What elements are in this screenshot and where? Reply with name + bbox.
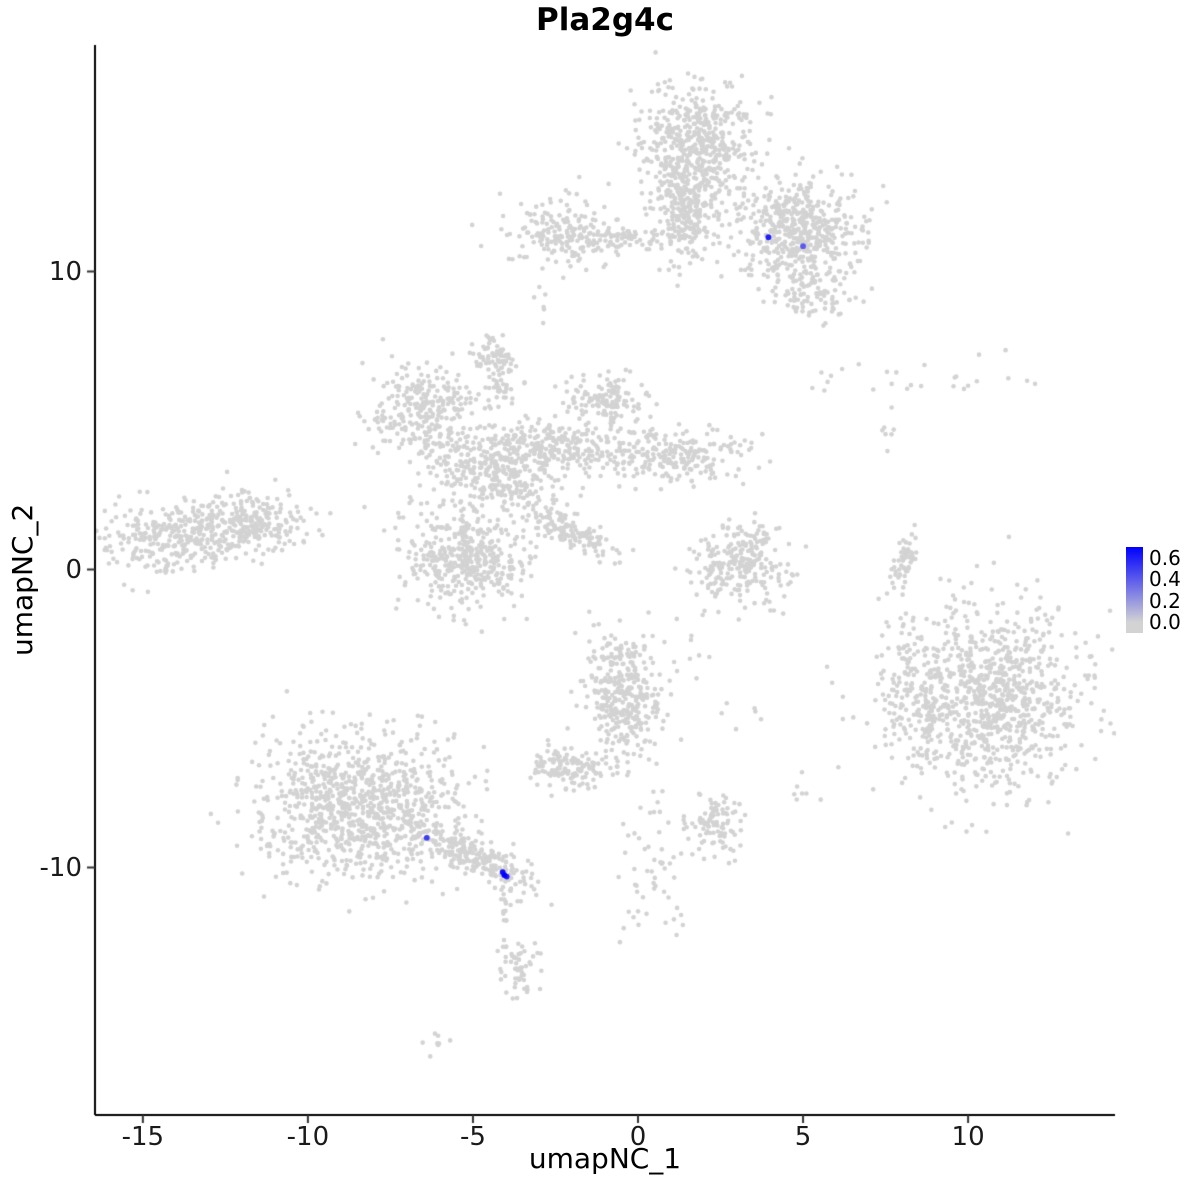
plot-title: Pla2g4c [536,2,674,38]
x-tick-label: 10 [951,1122,985,1152]
legend-tick-label: 0.4 [1149,567,1181,592]
x-tick-label: 5 [794,1122,812,1152]
x-tick-label: -5 [459,1122,486,1152]
x-tick-label: 0 [629,1122,647,1152]
y-tick-label: -10 [39,852,82,883]
legend-tick-label: 0.2 [1149,588,1181,613]
x-tick-label: -15 [121,1122,165,1152]
x-tick-label: -10 [286,1122,330,1152]
y-tick-label: 0 [65,554,82,585]
x-axis-title: umapNC_1 [528,1142,682,1175]
legend-gradient-bar [1126,547,1143,633]
legend-tick-label: 0.6 [1149,545,1181,570]
legend-tick-label: 0.0 [1149,610,1181,635]
y-tick-label: 10 [48,256,82,287]
